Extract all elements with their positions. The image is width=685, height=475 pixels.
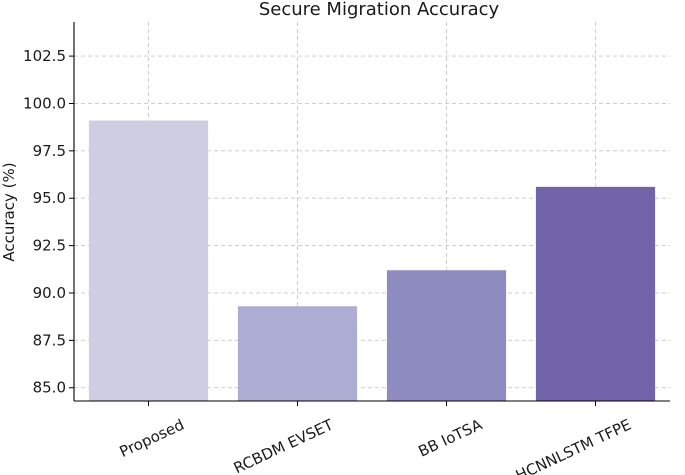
- y-tick-label: 95.0: [33, 189, 66, 207]
- y-tick-label: 100.0: [23, 94, 66, 112]
- axes: [73, 22, 670, 402]
- bar-hcnnlstm-tfpe: [535, 186, 656, 401]
- chart-title: Secure Migration Accuracy: [259, 0, 500, 20]
- y-axis-ticks: 85.0 87.5 90.0 92.5 95.0 97.5 100.0 102.5: [23, 47, 74, 397]
- y-tick-label: 102.5: [23, 47, 66, 65]
- y-axis-title: Accuracy (%): [0, 162, 18, 261]
- bar-rcbdm-evset: [237, 306, 358, 401]
- x-tick-label: BB IoTSA: [416, 415, 486, 460]
- y-tick-label: 90.0: [33, 284, 66, 302]
- y-tick-label: 97.5: [33, 142, 66, 160]
- bar-bb-iotsa: [386, 270, 507, 401]
- x-tick-label: Proposed: [117, 416, 187, 462]
- bar-proposed: [88, 120, 209, 401]
- x-tick-label: HCNNLSTM TFPE: [513, 416, 634, 475]
- x-axis-ticks: Proposed RCBDM EVSET BB IoTSA HCNNLSTM TFPE: [117, 401, 634, 475]
- y-tick-label: 87.5: [33, 331, 66, 349]
- y-tick-label: 85.0: [33, 379, 66, 397]
- y-tick-label: 92.5: [33, 237, 66, 255]
- x-tick-label: RCBDM EVSET: [231, 415, 337, 475]
- bars: [88, 120, 656, 401]
